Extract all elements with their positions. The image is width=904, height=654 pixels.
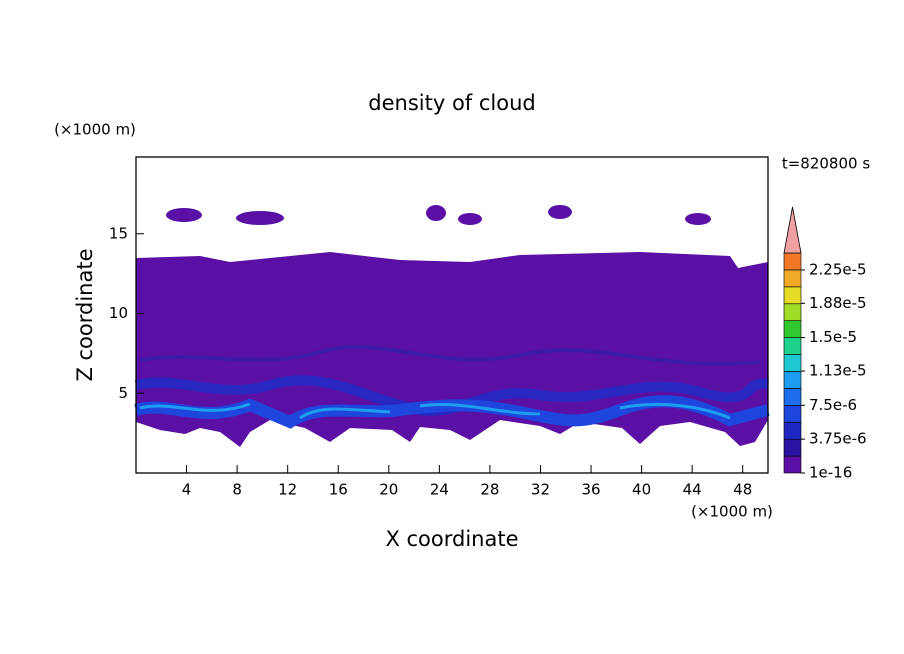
y-tick-label: 5 bbox=[118, 384, 128, 402]
cloud-blob bbox=[685, 213, 711, 225]
x-tick-label: 16 bbox=[329, 481, 348, 499]
colorbar-box bbox=[783, 354, 802, 372]
y-axis-label: Z coordinate bbox=[73, 248, 97, 381]
colorbar-tick-label: 2.25e-5 bbox=[809, 260, 867, 278]
x-tick-label: 20 bbox=[379, 481, 398, 499]
x-tick-label: 24 bbox=[430, 481, 449, 499]
x-tick-label: 40 bbox=[632, 481, 651, 499]
colorbar-tick-label: 1e-16 bbox=[809, 464, 852, 482]
y-tick-label: 15 bbox=[109, 224, 128, 242]
cloud-blob bbox=[548, 205, 572, 219]
colorbar-box bbox=[783, 405, 802, 423]
x-tick-label: 44 bbox=[683, 481, 702, 499]
cloud-blob bbox=[236, 211, 284, 225]
colorbar-box bbox=[783, 371, 802, 389]
chart-title: density of cloud bbox=[368, 91, 535, 115]
colorbar-over bbox=[783, 206, 802, 254]
x-unit: (×1000 m) bbox=[691, 503, 773, 521]
colorbar-tick-label: 1.88e-5 bbox=[809, 294, 867, 312]
x-tick-label: 36 bbox=[581, 481, 600, 499]
colorbar-box bbox=[783, 337, 802, 355]
x-tick-label: 8 bbox=[232, 481, 242, 499]
colorbar-box bbox=[783, 286, 802, 305]
colorbar-box bbox=[783, 252, 802, 271]
colorbar-box bbox=[783, 388, 802, 406]
x-tick-label: 32 bbox=[531, 481, 550, 499]
cloud-band bbox=[139, 345, 761, 366]
x-tick-label: 12 bbox=[278, 481, 297, 499]
y-unit: (×1000 m) bbox=[54, 121, 136, 139]
cloud-field bbox=[134, 205, 770, 447]
cloud-blob bbox=[426, 205, 446, 221]
colorbar-box bbox=[783, 455, 802, 474]
plot-frame bbox=[135, 156, 769, 474]
colorbar-tick-label: 7.5e-6 bbox=[809, 396, 857, 414]
x-tick-label: 28 bbox=[480, 481, 499, 499]
cloud-region bbox=[136, 252, 768, 447]
cloud-blob bbox=[458, 213, 482, 225]
colorbar-tick-label: 1.13e-5 bbox=[809, 362, 867, 380]
colorbar-box bbox=[783, 269, 802, 288]
y-tick-label: 10 bbox=[109, 304, 128, 322]
x-axis-label: X coordinate bbox=[385, 527, 518, 551]
colorbar-box bbox=[783, 438, 802, 457]
time-label: t=820800 s bbox=[782, 155, 870, 173]
colorbar-box bbox=[783, 320, 802, 338]
x-tick-label: 4 bbox=[182, 481, 192, 499]
cloud-band bbox=[139, 402, 731, 420]
x-tick-label: 48 bbox=[733, 481, 752, 499]
cloud-blob bbox=[166, 208, 202, 222]
colorbar-box bbox=[783, 303, 802, 321]
colorbar-box bbox=[783, 421, 802, 440]
colorbar-tick-label: 1.5e-5 bbox=[809, 328, 857, 346]
colorbar-tick-label: 3.75e-6 bbox=[809, 430, 867, 448]
